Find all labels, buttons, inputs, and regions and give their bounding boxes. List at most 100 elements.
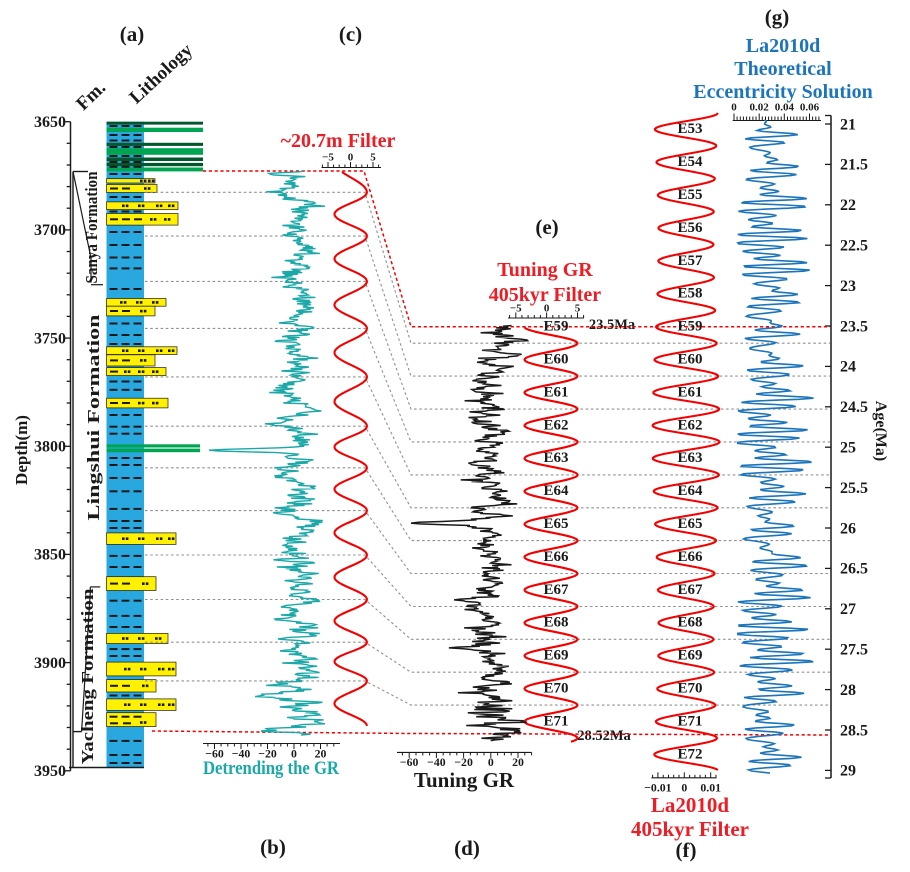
svg-text:23: 23 xyxy=(840,278,856,295)
svg-text:20: 20 xyxy=(512,755,524,769)
svg-text:E54: E54 xyxy=(677,154,703,170)
svg-text:−20: −20 xyxy=(258,746,277,760)
svg-text:E72: E72 xyxy=(677,746,702,762)
svg-text:0.04: 0.04 xyxy=(775,102,795,114)
svg-text:Eccentricity Solution: Eccentricity Solution xyxy=(693,81,872,103)
svg-text:E55: E55 xyxy=(677,187,702,203)
svg-text:E71: E71 xyxy=(677,713,702,729)
svg-text:E61: E61 xyxy=(543,384,568,400)
svg-text:21.5: 21.5 xyxy=(840,157,868,174)
svg-text:Theoretical: Theoretical xyxy=(734,58,832,80)
svg-text:E62: E62 xyxy=(677,417,702,433)
svg-text:3950: 3950 xyxy=(34,763,66,780)
svg-text:E56: E56 xyxy=(677,220,703,236)
svg-text:E59: E59 xyxy=(543,319,568,335)
svg-text:E60: E60 xyxy=(677,352,702,368)
svg-text:E71: E71 xyxy=(543,713,568,729)
svg-text:E68: E68 xyxy=(543,615,568,631)
svg-text:0: 0 xyxy=(544,303,550,315)
svg-text:3800: 3800 xyxy=(34,438,66,455)
svg-text:3850: 3850 xyxy=(34,547,66,564)
svg-text:Lingshui Formation: Lingshui Formation xyxy=(84,314,103,521)
svg-text:0: 0 xyxy=(348,152,354,164)
svg-text:Depth(m): Depth(m) xyxy=(12,415,31,485)
svg-text:E70: E70 xyxy=(543,681,568,697)
svg-text:−20: −20 xyxy=(454,755,473,769)
svg-text:E70: E70 xyxy=(677,681,702,697)
svg-text:5: 5 xyxy=(370,152,376,164)
svg-text:(d): (d) xyxy=(454,836,480,860)
svg-text:−5: −5 xyxy=(510,303,522,315)
svg-text:La2010d: La2010d xyxy=(746,35,820,57)
svg-text:−60: −60 xyxy=(205,746,224,760)
svg-text:−40: −40 xyxy=(427,755,446,769)
svg-text:5: 5 xyxy=(575,303,581,315)
svg-text:E66: E66 xyxy=(677,549,703,565)
svg-text:25: 25 xyxy=(840,440,856,457)
svg-text:−0.01: −0.01 xyxy=(644,781,671,795)
svg-text:(a): (a) xyxy=(120,22,145,46)
svg-text:27.5: 27.5 xyxy=(840,642,868,659)
svg-text:Age(Ma): Age(Ma) xyxy=(872,401,889,461)
svg-text:3650: 3650 xyxy=(34,114,66,131)
svg-text:Detrending the GR: Detrending the GR xyxy=(203,759,340,779)
svg-text:Tuning GR: Tuning GR xyxy=(497,259,593,281)
svg-text:3750: 3750 xyxy=(34,330,66,347)
svg-text:Sanya Formation: Sanya Formation xyxy=(82,172,101,284)
svg-text:E63: E63 xyxy=(543,450,568,466)
svg-text:24: 24 xyxy=(840,359,856,376)
svg-text:405kyr Filter: 405kyr Filter xyxy=(489,284,602,306)
svg-text:E66: E66 xyxy=(543,549,569,565)
svg-text:28.52Ma: 28.52Ma xyxy=(577,728,631,744)
svg-text:405kyr Filter: 405kyr Filter xyxy=(631,817,749,841)
svg-text:3700: 3700 xyxy=(34,222,66,239)
svg-text:E57: E57 xyxy=(677,253,703,269)
svg-text:E64: E64 xyxy=(677,483,703,499)
svg-text:23.5: 23.5 xyxy=(840,318,868,335)
svg-text:26: 26 xyxy=(840,520,856,537)
svg-text:E61: E61 xyxy=(677,384,702,400)
svg-text:E69: E69 xyxy=(677,648,702,664)
svg-text:29: 29 xyxy=(840,763,856,780)
svg-text:23.5Ma: 23.5Ma xyxy=(589,317,636,333)
svg-text:−40: −40 xyxy=(232,746,251,760)
svg-text:(g): (g) xyxy=(765,5,790,29)
svg-text:0: 0 xyxy=(488,755,494,769)
svg-text:(e): (e) xyxy=(535,215,558,239)
svg-text:La2010d: La2010d xyxy=(651,793,730,817)
svg-text:E67: E67 xyxy=(543,582,569,598)
svg-text:22.5: 22.5 xyxy=(840,238,868,255)
svg-text:28.5: 28.5 xyxy=(840,722,868,739)
svg-text:27: 27 xyxy=(840,601,856,618)
svg-text:26.5: 26.5 xyxy=(840,561,868,578)
svg-text:E63: E63 xyxy=(677,450,702,466)
svg-text:(c): (c) xyxy=(339,22,362,46)
svg-text:0.01: 0.01 xyxy=(700,781,721,795)
svg-text:0.02: 0.02 xyxy=(750,102,770,114)
svg-text:E68: E68 xyxy=(677,615,702,631)
svg-text:E58: E58 xyxy=(677,286,702,302)
svg-text:Tuning GR: Tuning GR xyxy=(414,768,515,792)
svg-text:~20.7m Filter: ~20.7m Filter xyxy=(281,130,396,152)
svg-text:0: 0 xyxy=(731,102,737,114)
svg-text:E65: E65 xyxy=(543,516,568,532)
svg-text:E69: E69 xyxy=(543,648,568,664)
svg-text:25.5: 25.5 xyxy=(840,480,868,497)
svg-text:E60: E60 xyxy=(543,352,568,368)
svg-text:E65: E65 xyxy=(677,516,702,532)
svg-text:−5: −5 xyxy=(322,152,334,164)
svg-text:(b): (b) xyxy=(260,835,286,859)
svg-text:E53: E53 xyxy=(677,121,702,137)
svg-text:Yacheng Formation: Yacheng Formation xyxy=(78,589,97,765)
svg-text:22: 22 xyxy=(840,197,856,214)
svg-text:24.5: 24.5 xyxy=(840,399,868,416)
svg-text:0.06: 0.06 xyxy=(800,102,820,114)
svg-text:21: 21 xyxy=(840,116,856,133)
svg-text:E62: E62 xyxy=(543,417,568,433)
svg-text:E64: E64 xyxy=(543,483,569,499)
svg-text:0: 0 xyxy=(681,781,687,795)
svg-text:−60: −60 xyxy=(400,755,419,769)
svg-text:20: 20 xyxy=(315,746,327,760)
svg-text:(f): (f) xyxy=(676,838,697,862)
svg-text:28: 28 xyxy=(840,682,856,699)
